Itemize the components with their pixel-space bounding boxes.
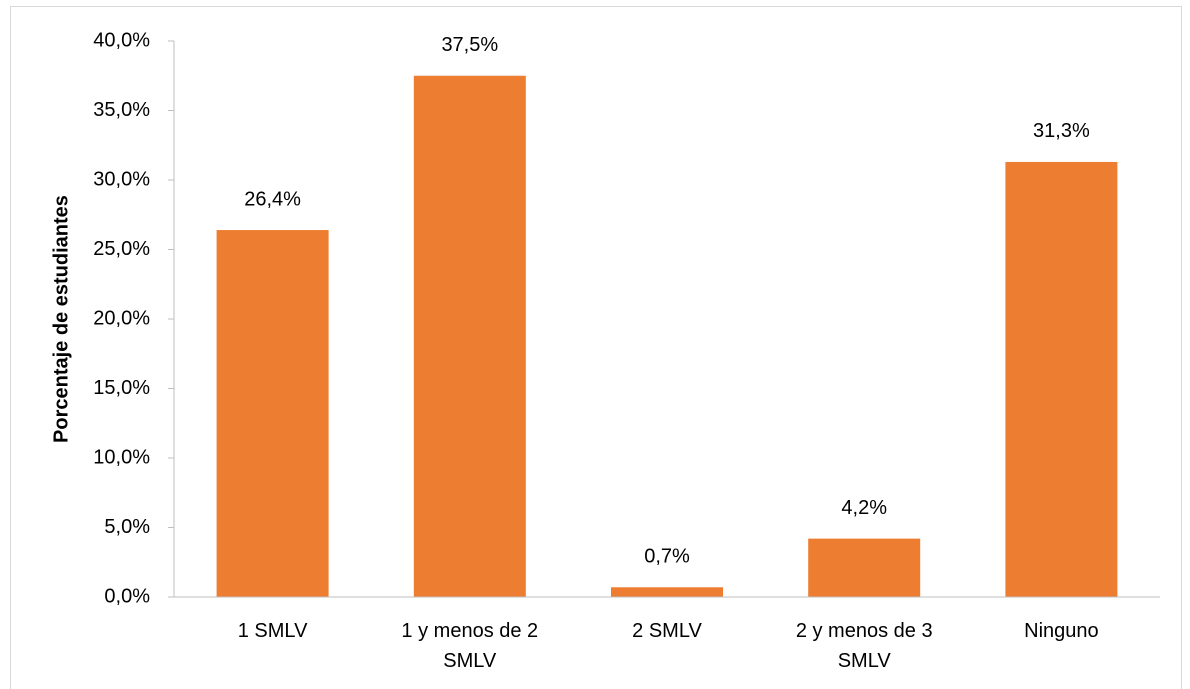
y-tick-label: 30,0% [93, 168, 150, 190]
data-label: 0,7% [644, 546, 690, 568]
data-label: 4,2% [841, 497, 887, 519]
y-tick-label: 10,0% [93, 446, 150, 468]
data-label: 31,3% [1033, 120, 1090, 142]
y-tick-label: 5,0% [104, 516, 150, 538]
bar [413, 75, 526, 597]
y-tick-label: 0,0% [104, 585, 150, 607]
bar [808, 538, 921, 597]
x-tick-label: 2 y menos de 3 SMLV [795, 620, 933, 672]
x-tick-label: 1 SMLV [237, 620, 308, 642]
data-label: 26,4% [244, 188, 301, 210]
y-tick-label: 40,0% [93, 29, 150, 51]
bar [611, 587, 723, 597]
chart-border [10, 6, 1182, 689]
x-tick-label: 2 SMLV [632, 620, 702, 642]
y-tick-label: 25,0% [93, 238, 150, 260]
x-tick-label: 1 y menos de 2 SMLV [401, 620, 539, 672]
y-tick-label: 15,0% [93, 377, 150, 399]
x-tick-label: Ninguno [1024, 620, 1099, 642]
y-axis-label: Porcentaje de estudiantes [50, 195, 72, 443]
bar [1005, 161, 1118, 597]
y-tick-label: 20,0% [93, 307, 150, 329]
data-label: 37,5% [441, 34, 498, 56]
bar [216, 230, 329, 598]
y-tick-label: 35,0% [93, 99, 150, 121]
